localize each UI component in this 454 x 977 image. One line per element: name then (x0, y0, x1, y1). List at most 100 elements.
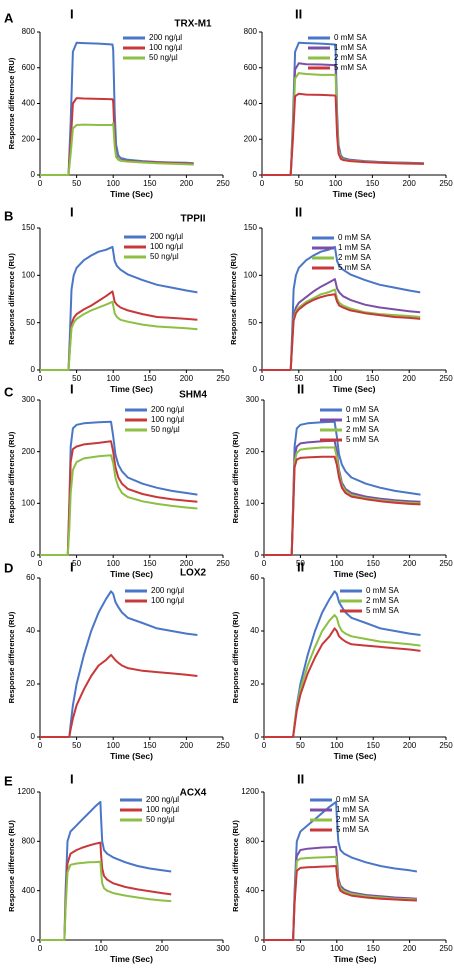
legend-label: 2 mM SA (334, 53, 368, 62)
series-line (40, 440, 198, 556)
legend-label: 0 mM SA (366, 586, 400, 595)
legend-label: 5 mM SA (366, 606, 400, 615)
x-tick-label: 250 (439, 944, 453, 953)
y-tick-label: 0 (253, 170, 258, 179)
series-line (40, 860, 172, 941)
x-tick-label: 50 (296, 944, 305, 953)
x-tick-label: 250 (216, 559, 230, 568)
y-tick-label: 800 (22, 836, 36, 845)
x-tick-label: 100 (329, 179, 343, 188)
protein-label: ACX4 (180, 788, 207, 799)
x-tick-label: 0 (38, 944, 43, 953)
x-tick-label: 200 (180, 559, 194, 568)
series-line (264, 420, 421, 556)
legend-label: 1 mM SA (334, 43, 368, 52)
y-tick-label: 800 (22, 27, 36, 36)
x-tick-label: 100 (107, 741, 121, 750)
series-line (264, 845, 417, 941)
legend-label: 50 ng/µl (149, 53, 178, 62)
x-tick-label: 200 (180, 741, 194, 750)
chart-panel-E-I: E I ACX4 0 400 800 1200 0 100 200 300 Time (Sec) Res… (4, 771, 230, 964)
x-tick-label: 250 (439, 559, 453, 568)
x-tick-label: 0 (38, 559, 43, 568)
y-axis-label: Response difference (RU) (7, 611, 16, 703)
protein-label: TPPII (180, 214, 205, 225)
x-tick-label: 150 (366, 374, 380, 383)
legend-label: 200 ng/µl (150, 232, 183, 241)
x-tick-label: 200 (155, 944, 169, 953)
y-tick-label: 400 (246, 886, 260, 895)
y-tick-label: 150 (244, 223, 258, 232)
legend-label: 200 ng/µl (151, 405, 184, 414)
y-axis-label: Response difference (RU) (7, 57, 16, 149)
series-line (40, 590, 198, 738)
y-axis-label: Response difference (RU) (7, 253, 16, 345)
x-tick-label: 100 (329, 374, 343, 383)
legend-label: 100 ng/µl (150, 242, 183, 251)
legend-label: 2 mM SA (366, 596, 400, 605)
y-tick-label: 0 (255, 935, 260, 944)
subpanel-label: II (297, 381, 304, 396)
protein-label: TRX-M1 (174, 19, 212, 30)
x-tick-label: 0 (262, 741, 267, 750)
x-tick-label: 50 (296, 741, 305, 750)
y-tick-label: 100 (22, 498, 36, 507)
legend-label: 2 mM SA (338, 253, 372, 262)
series-line (40, 653, 198, 738)
y-tick-label: 0 (255, 732, 260, 741)
x-tick-label: 200 (403, 741, 417, 750)
series-line (264, 439, 421, 556)
legend-label: 5 mM SA (346, 435, 380, 444)
x-axis-label: Time (Sec) (110, 384, 153, 394)
chart-panel-C-II: II 0 100 200 300 0 50 100 150 200 250 Time (Sec) Res… (231, 381, 453, 579)
x-tick-label: 200 (180, 179, 194, 188)
legend-label: 100 ng/µl (151, 596, 184, 605)
y-tick-label: 200 (22, 447, 36, 456)
x-axis-label: Time (Sec) (334, 751, 377, 761)
y-tick-label: 0 (31, 550, 36, 559)
x-tick-label: 250 (216, 374, 230, 383)
series-line (264, 800, 418, 941)
y-tick-label: 20 (250, 679, 259, 688)
panel-label: E (4, 774, 13, 789)
y-tick-label: 0 (31, 170, 36, 179)
y-tick-label: 40 (26, 626, 35, 635)
x-tick-label: 250 (216, 741, 230, 750)
panel-label: C (4, 385, 14, 400)
legend-label: 0 mM SA (336, 795, 370, 804)
legend-label: 50 ng/µl (150, 252, 179, 261)
x-tick-label: 100 (330, 559, 344, 568)
legend-label: 100 ng/µl (146, 805, 179, 814)
subpanel-label: II (295, 6, 302, 21)
y-tick-label: 100 (246, 498, 260, 507)
legend-label: 0 mM SA (346, 405, 380, 414)
x-axis-label: Time (Sec) (110, 954, 153, 964)
series-line (40, 841, 172, 941)
series-line (264, 455, 421, 556)
legend: 0 mM SA1 mM SA2 mM SA5 mM SA (310, 795, 370, 834)
legend-label: 200 ng/µl (151, 586, 184, 595)
x-axis-label: Time (Sec) (333, 384, 376, 394)
x-tick-label: 250 (439, 179, 453, 188)
y-tick-label: 0 (31, 732, 36, 741)
x-tick-label: 150 (143, 179, 157, 188)
x-tick-label: 0 (38, 179, 43, 188)
y-tick-label: 1200 (17, 787, 35, 796)
x-tick-label: 100 (330, 741, 344, 750)
y-tick-label: 60 (250, 573, 259, 582)
series-line (264, 865, 417, 941)
x-tick-label: 0 (38, 374, 43, 383)
subpanel-label: II (297, 559, 304, 574)
y-axis-label: Response difference (RU) (7, 431, 16, 523)
legend-label: 100 ng/µl (149, 43, 182, 52)
legend-label: 200 ng/µl (146, 795, 179, 804)
subpanel-label: I (70, 381, 74, 396)
x-tick-label: 150 (366, 179, 380, 188)
legend: 0 mM SA1 mM SA2 mM SA5 mM SA (312, 233, 372, 272)
